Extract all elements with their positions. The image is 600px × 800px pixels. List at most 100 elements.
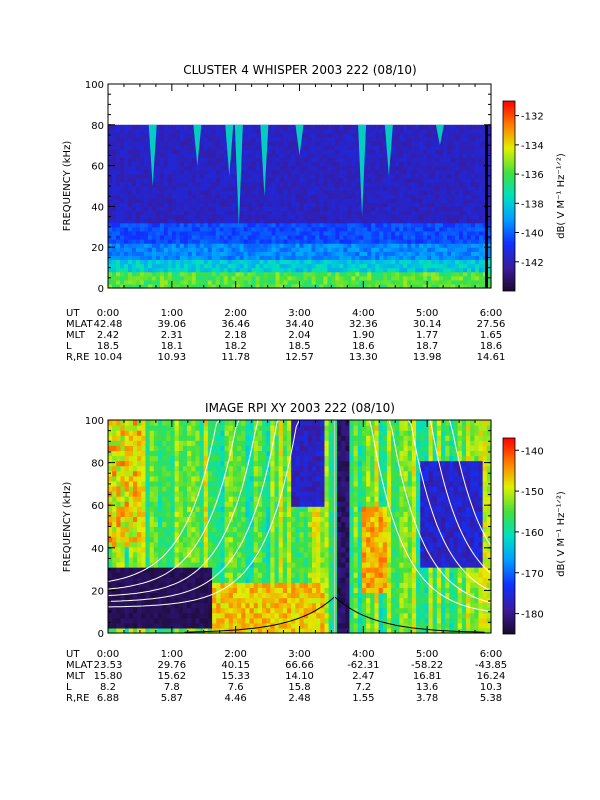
heatmap-cell: [175, 173, 181, 179]
heatmap-cell: [343, 198, 348, 203]
heatmap-cell: [151, 247, 157, 252]
heatmap-cell: [267, 243, 273, 248]
heatmap-cell: [443, 194, 448, 199]
heatmap-cell: [447, 283, 452, 289]
heatmap-cell: [195, 607, 201, 614]
heatmap-cell: [207, 271, 213, 277]
heatmap-cell: [211, 259, 217, 265]
heatmap-cell: [463, 247, 468, 252]
heatmap-cell: [403, 194, 408, 199]
heatmap-cell: [231, 137, 237, 142]
heatmap-cell: [135, 206, 141, 212]
heatmap-cell: [108, 440, 113, 446]
heatmap-cell: [447, 173, 452, 179]
heatmap-cell: [167, 157, 173, 163]
heatmap-cell: [315, 247, 321, 252]
heatmap-cell: [359, 255, 364, 261]
heatmap-cell: [255, 128, 261, 134]
heatmap-cell: [108, 165, 113, 171]
heatmap-cell: [159, 141, 165, 146]
heatmap-cell: [367, 255, 372, 261]
heatmap-cell: [131, 226, 137, 232]
heatmap-cell: [287, 132, 293, 138]
heatmap-cell: [247, 263, 253, 269]
heatmap-cell: [295, 141, 301, 146]
heatmap-cell: [124, 582, 130, 588]
heatmap-cell: [143, 128, 149, 134]
heatmap-cell: [143, 157, 149, 163]
heatmap-cell: [175, 259, 181, 265]
heatmap-cell: [128, 430, 134, 436]
heatmap-cell: [120, 602, 126, 609]
heatmap-cell: [175, 267, 181, 273]
heatmap-cell: [319, 124, 325, 130]
heatmap-cell: [123, 198, 129, 203]
heatmap-cell: [279, 239, 285, 244]
heatmap-cell: [451, 169, 456, 175]
heatmap-cell: [132, 496, 138, 502]
heatmap-cell: [119, 137, 125, 142]
heatmap-cell: [170, 435, 176, 441]
heatmap-cell: [167, 177, 173, 183]
heatmap-cell: [287, 161, 293, 167]
heatmap-cell: [159, 275, 165, 281]
heatmap-cell: [199, 206, 205, 212]
heatmap-cell: [275, 243, 281, 248]
heatmap-cell: [219, 141, 225, 146]
heatmap-cell: [116, 587, 122, 594]
heatmap-cell: [255, 210, 261, 216]
heatmap-cell: [391, 145, 396, 150]
heatmap-cell: [431, 132, 436, 138]
heatmap-cell: [162, 506, 167, 512]
heatmap-cell: [487, 239, 492, 244]
heatmap-cell: [120, 460, 126, 467]
heatmap-cell: [407, 177, 412, 183]
heatmap-cell: [207, 124, 213, 130]
heatmap-cell: [132, 480, 138, 487]
heatmap-cell: [267, 169, 273, 175]
heatmap-cell: [187, 283, 193, 289]
heatmap-cell: [355, 210, 360, 216]
heatmap-cell: [343, 190, 348, 195]
heatmap-cell: [415, 218, 420, 224]
heatmap-cell: [127, 226, 133, 232]
image-rpi-panel: IMAGE RPI XY 2003 222 (08/10) 0204060801…: [62, 401, 567, 704]
heatmap-cell: [355, 259, 360, 265]
heatmap-cell: [199, 445, 205, 452]
heatmap-cell: [315, 214, 321, 220]
heatmap-cell: [375, 263, 380, 269]
heatmap-cell: [275, 222, 281, 228]
heatmap-cell: [407, 275, 412, 281]
heatmap-cell: [467, 153, 472, 159]
heatmap-cell: [479, 137, 484, 142]
heatmap-cell: [187, 617, 192, 624]
heatmap-cell: [455, 214, 460, 220]
heatmap-cell: [149, 541, 155, 548]
heatmap-cell: [291, 247, 297, 252]
heatmap-cell: [141, 562, 147, 568]
heatmap-cell: [375, 153, 380, 159]
heatmap-cell: [191, 562, 197, 568]
heatmap-cell: [167, 259, 173, 265]
heatmap-cell: [116, 551, 122, 558]
heatmap-cell: [451, 202, 456, 207]
heatmap-cell: [279, 161, 285, 167]
heatmap-cell: [283, 259, 289, 265]
heatmap-cell: [347, 132, 352, 138]
heatmap-cell: [267, 141, 273, 146]
heatmap-cell: [207, 255, 213, 261]
heatmap-cell: [479, 226, 484, 232]
heatmap-cell: [275, 177, 281, 183]
heatmap-cell: [231, 161, 237, 167]
heatmap-cell: [383, 210, 388, 216]
heatmap-cell: [131, 210, 137, 216]
heatmap-cell: [295, 247, 301, 252]
heatmap-cell: [335, 173, 340, 179]
heatmap-cell: [139, 186, 145, 191]
heatmap-cell: [183, 275, 189, 281]
heatmap-cell: [187, 465, 192, 472]
heatmap-cell: [174, 455, 180, 462]
heatmap-cell: [243, 234, 249, 240]
heatmap-cell: [411, 247, 416, 252]
heatmap-cell: [399, 128, 404, 134]
